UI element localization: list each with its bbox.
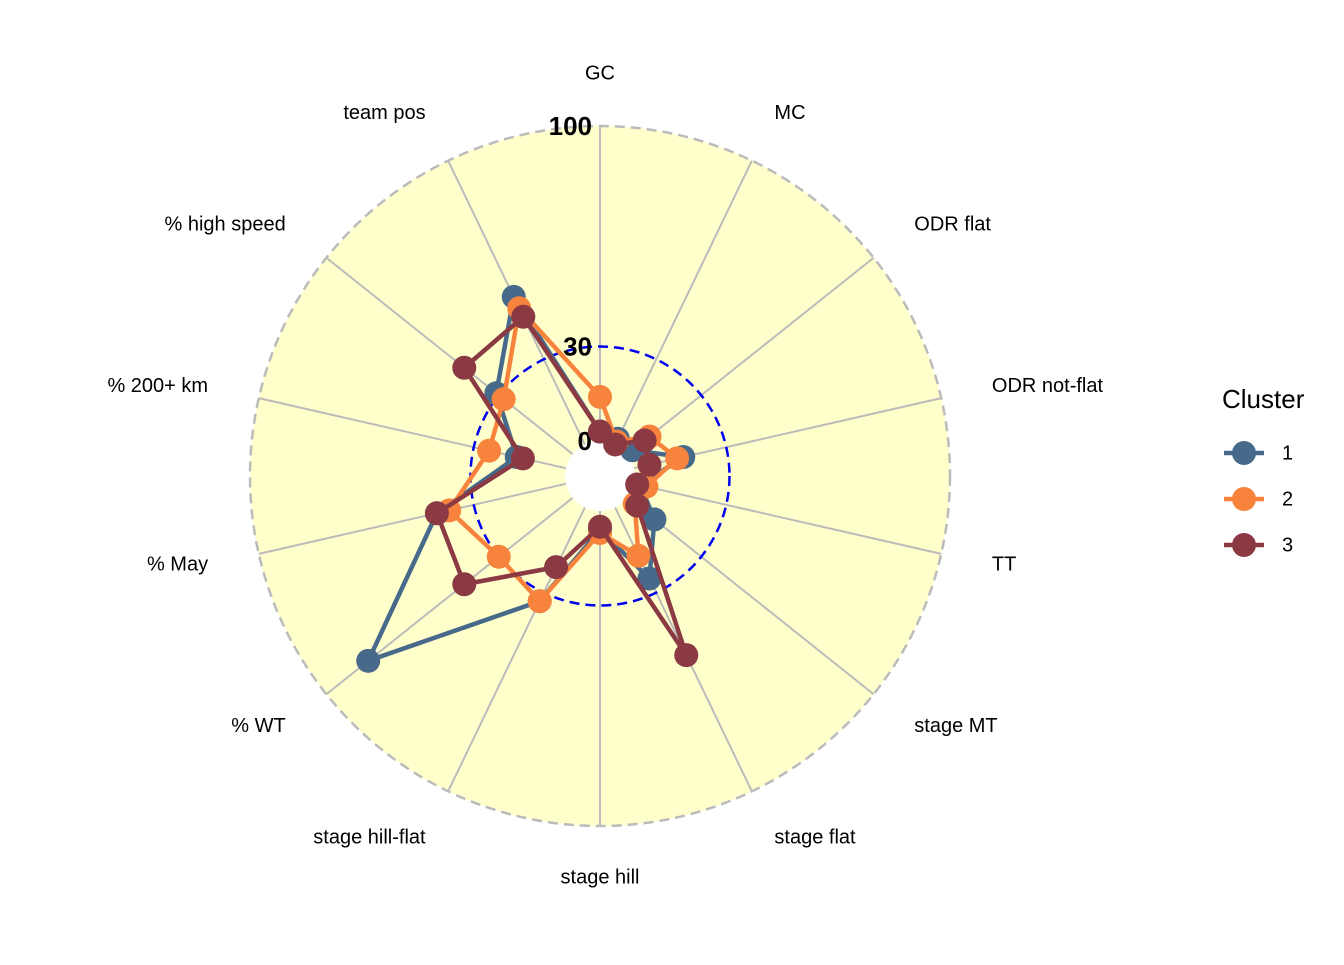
- data-point: [625, 472, 650, 497]
- data-point: [625, 493, 650, 518]
- data-point: [588, 384, 612, 409]
- data-point: [632, 428, 657, 453]
- data-point: [491, 387, 516, 412]
- y-tick-label: 30: [563, 331, 592, 361]
- data-point: [637, 452, 662, 477]
- legend-marker: [1232, 487, 1256, 511]
- axis-label: stage hill: [561, 866, 640, 888]
- center: [565, 441, 635, 511]
- legend-title: Cluster: [1222, 384, 1305, 414]
- data-point: [626, 543, 651, 568]
- axis-label: % WT: [231, 715, 285, 737]
- legend-label: 1: [1282, 442, 1293, 464]
- data-point: [603, 432, 628, 457]
- axis-label: stage MT: [914, 715, 997, 737]
- data-point: [511, 304, 536, 329]
- axis-line: [258, 482, 567, 555]
- data-point: [356, 648, 381, 673]
- axis-label: stage hill-flat: [313, 826, 426, 848]
- axis-line: [614, 160, 753, 445]
- axis-label: % 200+ km: [107, 375, 208, 397]
- axis-line: [447, 507, 586, 792]
- axis-label: MC: [774, 102, 805, 124]
- axis-label: team pos: [343, 102, 425, 124]
- data-point: [665, 446, 690, 471]
- axis-label: % high speed: [165, 214, 286, 236]
- data-point: [588, 514, 612, 539]
- axis-line: [325, 256, 574, 455]
- axis-line: [626, 497, 875, 696]
- data-point: [674, 643, 699, 668]
- axis-label: GC: [585, 62, 615, 84]
- legend-label: 3: [1282, 534, 1293, 556]
- axis-line: [626, 256, 875, 455]
- axis-label: ODR not-flat: [992, 375, 1104, 397]
- axis-label: ODR flat: [914, 214, 991, 236]
- data-point: [527, 589, 552, 614]
- axis-line: [633, 482, 942, 555]
- legend-marker: [1232, 533, 1256, 557]
- data-point: [637, 566, 662, 591]
- data-point: [477, 438, 502, 463]
- data-point: [452, 572, 477, 597]
- y-tick-label: 100: [549, 111, 592, 141]
- data-point: [486, 544, 511, 569]
- legend-marker: [1232, 441, 1256, 465]
- axis-label: % May: [147, 554, 208, 576]
- legend-label: 2: [1282, 488, 1293, 510]
- data-point: [544, 555, 569, 580]
- axis-label: TT: [992, 554, 1016, 576]
- data-point: [642, 507, 667, 532]
- grid-circle: [248, 124, 952, 828]
- axis-label: stage flat: [774, 826, 856, 848]
- data-point: [510, 446, 535, 471]
- data-point: [424, 501, 449, 526]
- data-point: [452, 355, 477, 380]
